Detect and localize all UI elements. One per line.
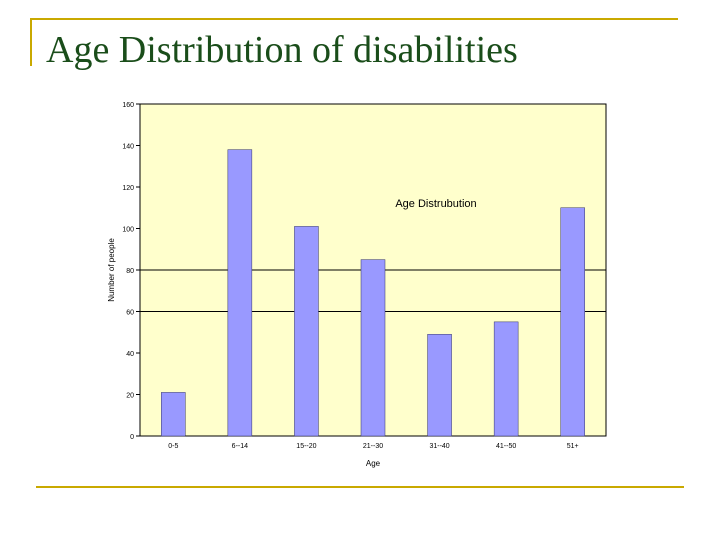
chart-title: Age Distrubution [395, 198, 476, 210]
bar [227, 149, 253, 437]
y-tick-label: 0 [130, 434, 134, 441]
y-axis-title: Number of people [107, 238, 116, 302]
x-tick-label: 21--30 [363, 443, 383, 450]
left-rule [30, 18, 32, 66]
x-tick-label: 6--14 [232, 443, 248, 450]
y-tick-label: 80 [126, 268, 134, 275]
x-tick-label: 41--50 [496, 443, 516, 450]
x-tick-label: 51+ [567, 443, 579, 450]
x-tick-label: 31--40 [429, 443, 449, 450]
bottom-rule [36, 486, 684, 488]
bar [161, 392, 186, 437]
y-tick-label: 20 [126, 393, 134, 400]
y-tick-label: 120 [122, 185, 134, 192]
bar [493, 321, 519, 437]
y-tick-label: 100 [122, 227, 134, 234]
y-tick-label: 160 [122, 102, 134, 109]
bar [560, 207, 585, 437]
top-rule [30, 18, 678, 20]
x-tick-label: 15--20 [296, 443, 316, 450]
y-tick-label: 60 [126, 310, 134, 317]
slide-title: Age Distribution of disabilities [46, 29, 518, 71]
x-axis-title: Age [366, 459, 381, 468]
bar [294, 226, 319, 437]
x-tick-label: 0-5 [168, 443, 178, 450]
bar [427, 334, 452, 437]
y-tick-label: 40 [126, 351, 134, 358]
y-tick-label: 140 [122, 144, 134, 151]
bar [360, 259, 386, 437]
